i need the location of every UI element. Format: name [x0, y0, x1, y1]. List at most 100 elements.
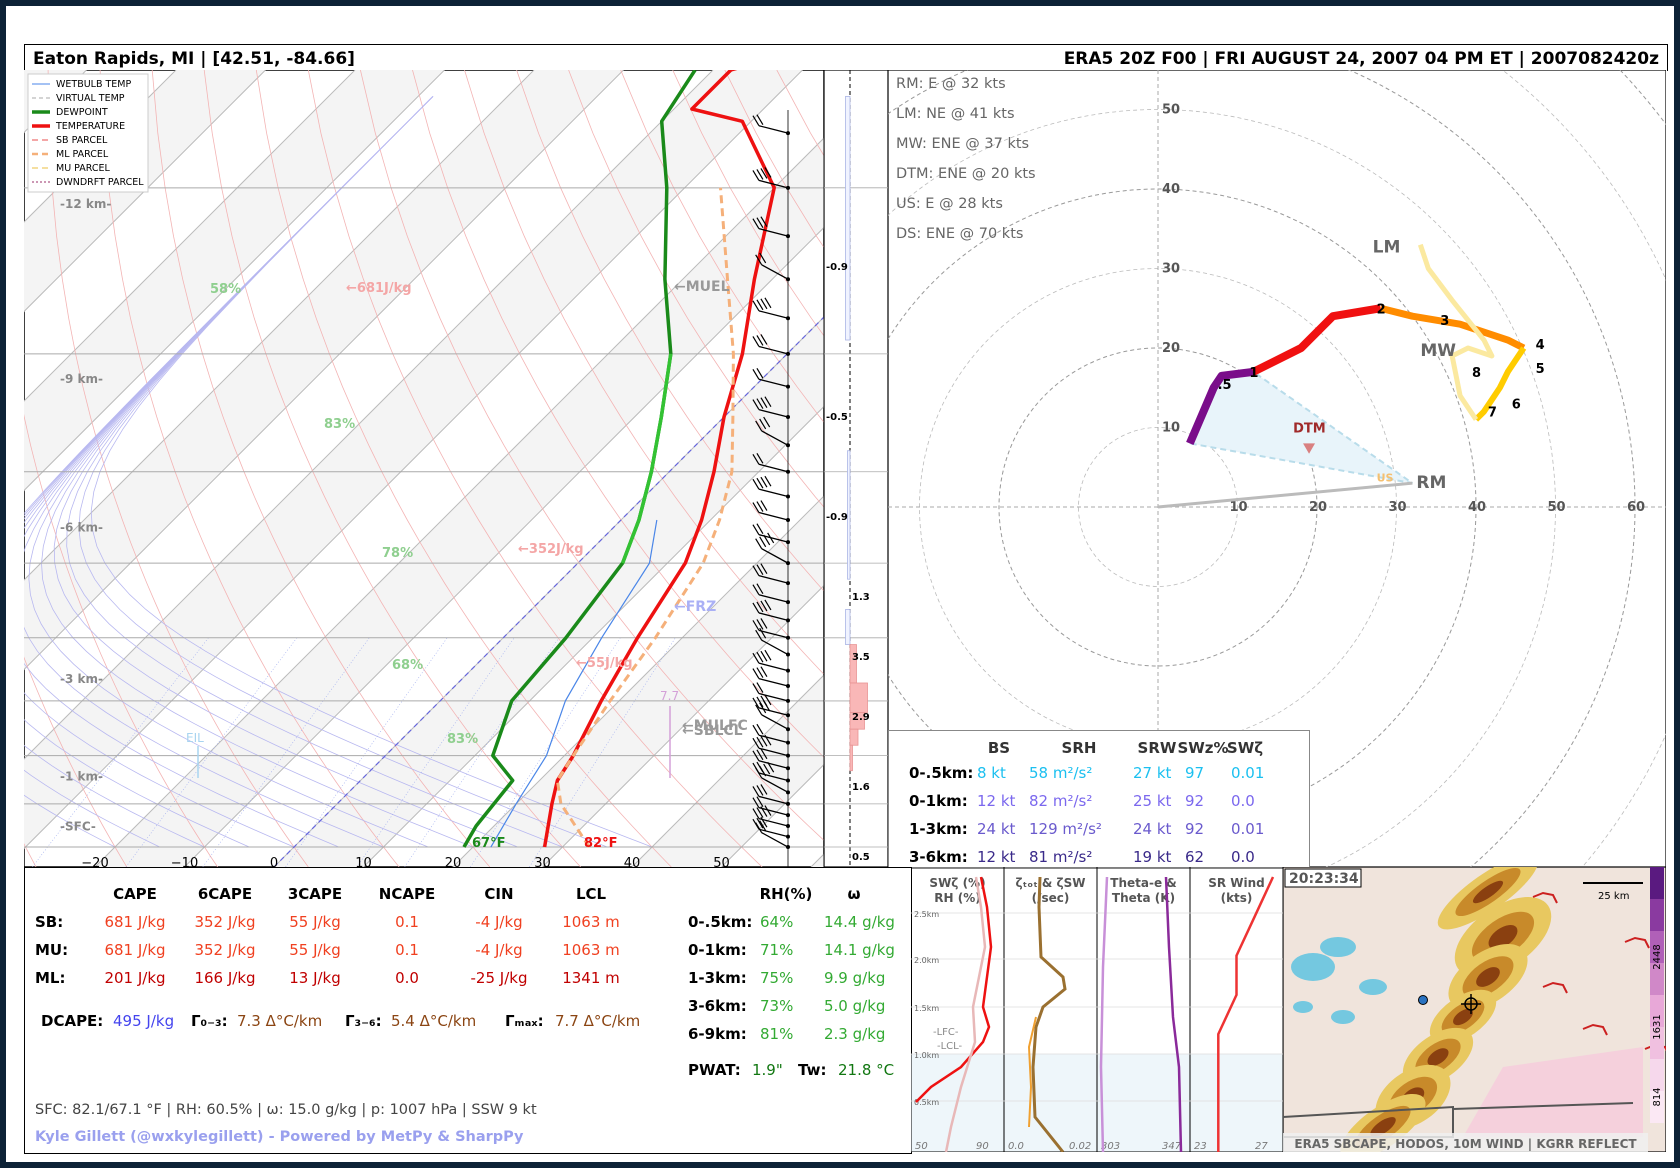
kin-value: 92 [1185, 792, 1204, 810]
hodo-height-marker: 4 [1536, 338, 1545, 353]
thermo-value: -4 J/kg [475, 941, 522, 959]
credit-text: Kyle Gillett (@wxkylegillett) - Powered … [35, 1129, 524, 1145]
skewt-panel: WETBULB TEMP VIRTUAL TEMP DEWPOINT TEMPERAT… [24, 70, 824, 867]
profile-panels: SWζ (%)RH (%) ζₜₒₜ & ζSW(/sec) Theta-e &Th… [911, 867, 1283, 1152]
level-label: ←FRZ [674, 599, 716, 615]
moist-rh-value: 81% [760, 1025, 793, 1043]
thermo-row-label: SB: [35, 913, 63, 931]
hodo-axis-label: 20 [1309, 500, 1327, 515]
legend-label: TEMPERATURE [55, 121, 125, 132]
wind-barb [752, 523, 790, 545]
kin-header: BS [988, 739, 1010, 757]
hodo-height-marker: 8 [1472, 366, 1481, 381]
temp-tick-label: 40 [624, 856, 641, 867]
level-label: ←SBLCL [682, 723, 743, 739]
height-label: -9 km- [60, 372, 103, 386]
thermo-value: 0.1 [395, 913, 419, 931]
temp-tick-label: 50 [713, 856, 730, 867]
rh-label: 58% [210, 282, 241, 297]
moist-rh-value: 73% [760, 997, 793, 1015]
wind-barb [752, 453, 790, 474]
thermo-value: -4 J/kg [475, 913, 522, 931]
thermo-table: CAPE 6CAPE 3CAPE NCAPE CIN LCL SB: 681 J/kg 352 … [24, 867, 676, 1154]
hodo-axis-label: 40 [1468, 500, 1486, 515]
gammamax-label: Γₘₐₓ: [505, 1012, 544, 1030]
sr-wind-curve [1217, 876, 1275, 1152]
moist-w-value: 14.1 g/kg [824, 941, 895, 959]
thermo-value: 166 J/kg [194, 969, 255, 987]
kin-layer-label: 0-1km: [909, 792, 968, 810]
kin-value: 0.01 [1231, 764, 1264, 782]
moist-w-value: 14.4 g/kg [824, 913, 895, 931]
temp-tick-label: 10 [355, 856, 372, 867]
height-label: -3 km- [60, 672, 103, 686]
cape-label: ←681J/kg [346, 281, 412, 296]
kin-value: 0.0 [1231, 848, 1255, 866]
skewt-series-ml-parcel [555, 187, 735, 848]
hodo-axis-label: 30 [1389, 500, 1407, 515]
thermo-value: 13 J/kg [289, 969, 341, 987]
site-marker [1418, 995, 1428, 1005]
hodo-height-marker: .5 [1218, 378, 1232, 393]
wind-barb [752, 367, 790, 389]
hodo-segment [1186, 367, 1254, 445]
hodo-height-marker: 7 [1488, 406, 1497, 421]
dtm-marker [1303, 443, 1316, 454]
cape-label: ←55J/kg [576, 656, 633, 671]
hodo-axis-label: 60 [1627, 500, 1645, 515]
mini-hodograph [1582, 1023, 1608, 1036]
thermo-value: 201 J/kg [104, 969, 165, 987]
wind-barb [752, 816, 790, 839]
gamma36-value: 5.4 Δ°C/km [391, 1012, 476, 1030]
storm-motion-label: LM: NE @ 41 kts [896, 106, 1015, 122]
reflectivity-area [1291, 953, 1335, 981]
omega-value: -0.9 [826, 512, 848, 523]
storm-motion-label: RM: E @ 32 kts [896, 76, 1006, 92]
wind-barb [755, 627, 790, 657]
colorbar-label: 814 [1652, 1087, 1663, 1106]
legend-label: WETBULB TEMP [56, 79, 132, 90]
wind-barb [755, 700, 790, 732]
omega-value: 1.3 [852, 592, 870, 603]
omega-bar [845, 96, 851, 341]
mw-label: MW [1420, 341, 1456, 361]
wetbulb-line [490, 519, 658, 848]
wind-barb [752, 796, 790, 818]
radar-scale: 25 km [1598, 891, 1629, 902]
level-label: ←MULFC [682, 718, 748, 734]
profile-x-label: 347 [1162, 1141, 1182, 1152]
legend-label: VIRTUAL TEMP [56, 93, 125, 104]
location-title: Eaton Rapids, MI | [42.51, -84.66] [33, 49, 355, 69]
radar-caption: ERA5 SBCAPE, HODOS, 10M WIND | KGRR REFL… [1294, 1137, 1637, 1151]
omega-value: 1.6 [852, 782, 870, 793]
thermo-value: 1063 m [562, 913, 620, 931]
wind-barb [752, 784, 790, 806]
mini-hodograph [1542, 981, 1568, 994]
thermo-header: CAPE [113, 885, 157, 903]
kin-layer-label: 3-6km: [909, 848, 968, 866]
wind-barb [752, 649, 790, 673]
kin-value: 19 kt [1133, 848, 1172, 866]
model-time-title: ERA5 20Z F00 | FRI AUGUST 24, 2007 04 PM… [1063, 49, 1659, 69]
kin-value: 129 m²/s² [1029, 820, 1102, 838]
tw-value: 21.8 °C [838, 1061, 894, 1079]
theta-curve [1099, 876, 1109, 1152]
omega-value: 3.5 [852, 652, 870, 663]
mini-hodograph [1532, 891, 1558, 904]
wind-barb [752, 334, 790, 356]
kin-value: 62 [1185, 848, 1204, 866]
storm-motion-label: DS: ENE @ 70 kts [896, 226, 1023, 242]
temp-tick-label: −10 [171, 856, 198, 867]
rh-curve [944, 876, 987, 1152]
thermo-header: 3CAPE [288, 885, 342, 903]
hodo-segment [1379, 304, 1526, 352]
rh-label: 83% [324, 417, 355, 432]
kin-header: SRW [1138, 739, 1177, 757]
hodo-segment [1473, 346, 1527, 422]
rh-label: 68% [392, 658, 423, 673]
kinematics-table: BS SRH SRW SWz% SWζ 0-.5km: 8 kt 58 m²/s² 27 kt 9… [888, 730, 1310, 869]
profile-title: (kts) [1221, 891, 1253, 905]
rh-label: 83% [447, 732, 478, 747]
theta-e-curve [1164, 876, 1183, 1152]
profile-height-tick: 1.5km [914, 1004, 939, 1013]
